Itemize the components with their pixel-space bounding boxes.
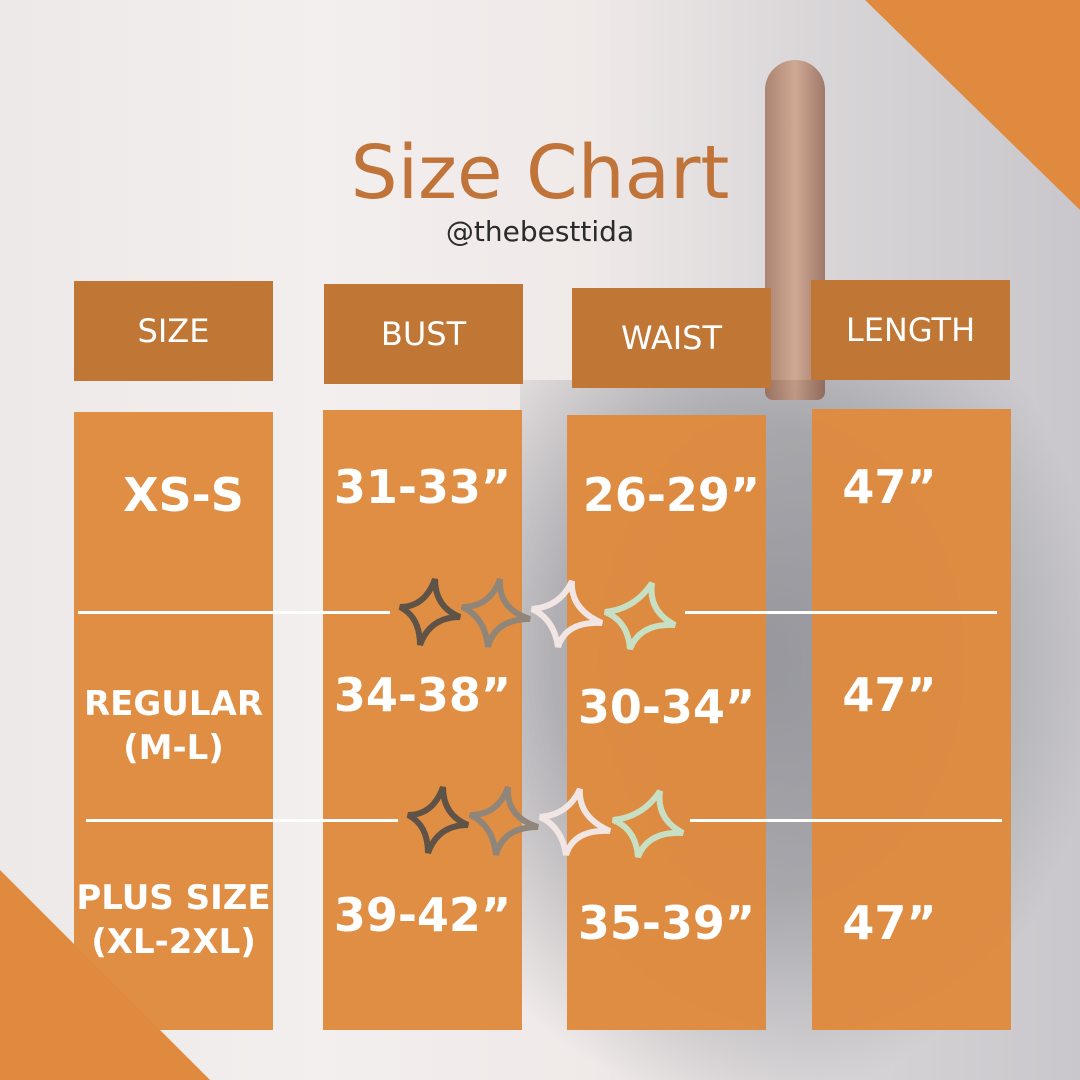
sparkle-divider <box>398 577 677 651</box>
column-waist <box>567 415 766 1030</box>
sparkle-icon <box>468 785 539 856</box>
size-label: REGULAR <box>83 684 264 724</box>
sparkle-icon <box>398 577 462 647</box>
divider-line <box>685 611 997 614</box>
size-range: (M-L) <box>123 728 224 768</box>
bust-cell: 34-38” <box>333 668 512 722</box>
divider-line <box>690 819 1002 822</box>
header-length: LENGTH <box>811 280 1010 380</box>
corner-triangle-top-right <box>865 0 1080 210</box>
length-cell: 47” <box>842 460 937 514</box>
sparkle-icon <box>611 789 685 859</box>
header-bust: BUST <box>324 284 523 384</box>
page-title: Size Chart <box>350 130 730 216</box>
sparkle-icon <box>530 579 604 649</box>
size-cell: REGULAR (M-L) <box>74 682 273 770</box>
bust-cell: 31-33” <box>333 460 512 514</box>
length-cell: 47” <box>842 896 937 950</box>
social-handle: @thebesttida <box>445 215 635 248</box>
sparkle-icon <box>538 787 612 857</box>
length-cell: 47” <box>842 668 937 722</box>
column-size <box>74 412 273 1030</box>
sparkle-divider <box>406 785 685 859</box>
header-waist: WAIST <box>572 288 771 388</box>
header-size: SIZE <box>74 281 273 381</box>
sparkle-icon <box>460 577 531 648</box>
sparkle-icon <box>406 785 470 855</box>
waist-cell: 30-34” <box>577 680 756 734</box>
size-range: (XL-2XL) <box>91 922 256 962</box>
sparkle-icon <box>603 581 677 651</box>
size-label: PLUS SIZE <box>76 878 271 918</box>
size-cell: XS-S <box>123 468 244 522</box>
column-bust <box>323 410 522 1030</box>
bust-cell: 39-42” <box>333 888 512 942</box>
waist-cell: 26-29” <box>582 468 761 522</box>
divider-line <box>86 819 398 822</box>
size-cell: PLUS SIZE (XL-2XL) <box>74 876 273 964</box>
waist-cell: 35-39” <box>577 896 756 950</box>
divider-line <box>78 611 390 614</box>
column-length <box>812 409 1011 1030</box>
